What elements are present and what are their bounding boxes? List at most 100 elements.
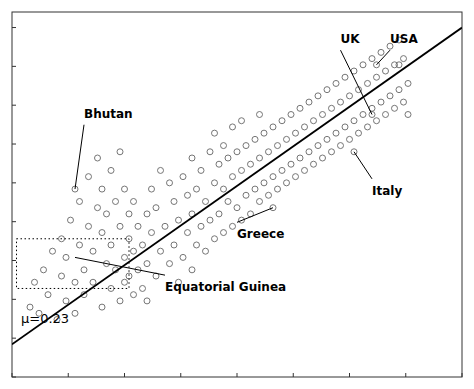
scatter-point <box>302 167 308 173</box>
scatter-point <box>230 223 236 229</box>
scatter-point <box>63 298 69 304</box>
scatter-point <box>113 198 119 204</box>
annotation-label: Greece <box>237 227 284 241</box>
scatter-point <box>234 205 240 211</box>
scatter-point <box>77 198 83 204</box>
scatter-point <box>59 273 65 279</box>
annotation-label: UK <box>341 32 361 46</box>
scatter-point <box>338 99 344 105</box>
scatter-point <box>194 186 200 192</box>
x-tick <box>293 373 294 377</box>
scatter-point <box>315 93 321 99</box>
scatter-point <box>230 174 236 180</box>
scatter-point <box>171 198 177 204</box>
scatter-point <box>360 112 366 118</box>
annotation-connector <box>377 50 391 65</box>
scatter-point <box>212 180 218 186</box>
scatter-point <box>248 161 254 167</box>
scatter-point <box>86 223 92 229</box>
y-tick <box>12 27 16 28</box>
scatter-point <box>95 205 101 211</box>
scatter-point <box>360 62 366 68</box>
scatter-point <box>225 198 231 204</box>
scatter-point <box>342 124 348 130</box>
scatter-point <box>405 80 411 86</box>
scatter-point <box>297 105 303 111</box>
scatter-point <box>288 112 294 118</box>
scatter-point <box>279 167 285 173</box>
scatter-point <box>329 149 335 155</box>
scatter-point <box>122 279 128 285</box>
scatter-point <box>176 217 182 223</box>
scatter-point <box>162 223 168 229</box>
scatter-point <box>99 230 105 236</box>
scatter-point <box>261 180 267 186</box>
scatter-point <box>189 267 195 273</box>
scatter-point <box>158 167 164 173</box>
scatter-point <box>221 186 227 192</box>
scatter-point <box>396 62 402 68</box>
scatter-point <box>185 230 191 236</box>
scatter-point <box>284 180 290 186</box>
scatter-point <box>131 198 137 204</box>
scatter-point <box>189 155 195 161</box>
scatter-point <box>333 130 339 136</box>
scatter-point <box>32 279 38 285</box>
scatter-point <box>293 174 299 180</box>
scatter-point <box>122 254 128 260</box>
scatter-point <box>306 99 312 105</box>
scatter-point <box>117 149 123 155</box>
scatter-point <box>63 254 69 260</box>
scatter-point <box>126 273 132 279</box>
x-tick <box>405 373 406 377</box>
scatter-point <box>198 167 204 173</box>
scatter-point <box>153 205 159 211</box>
scatter-point <box>275 186 281 192</box>
scatter-point <box>365 80 371 86</box>
scatter-point <box>144 211 150 217</box>
scatter-point <box>171 242 177 248</box>
scatter-point <box>329 105 335 111</box>
scatter-point <box>180 174 186 180</box>
y-tick <box>12 221 16 222</box>
scatter-point <box>315 143 321 149</box>
scatter-point <box>347 93 353 99</box>
scatter-point <box>194 242 200 248</box>
y-tick <box>12 299 16 300</box>
scatter-point <box>230 124 236 130</box>
scatter-point <box>266 192 272 198</box>
scatter-point <box>140 285 146 291</box>
scatter-point <box>266 149 272 155</box>
scatter-point <box>108 167 114 173</box>
scatter-point <box>167 261 173 267</box>
scatter-point <box>387 93 393 99</box>
scatter-point <box>306 149 312 155</box>
y-tick <box>12 338 16 339</box>
annotation-connector <box>75 125 84 189</box>
scatter-point <box>41 267 47 273</box>
x-tick <box>180 373 181 377</box>
scatter-point <box>297 155 303 161</box>
x-tick <box>237 373 238 377</box>
y-tick <box>12 182 16 183</box>
x-tick <box>68 373 69 377</box>
scatter-point <box>149 230 155 236</box>
ticks <box>12 28 462 377</box>
scatter-point <box>122 186 128 192</box>
scatter-point <box>167 180 173 186</box>
scatter-point <box>392 105 398 111</box>
annotation-label: USA <box>390 32 418 46</box>
scatter-point <box>401 56 407 62</box>
annotation-label: Bhutan <box>84 107 133 121</box>
scatter-point <box>108 242 114 248</box>
scatter-point <box>284 136 290 142</box>
scatter-point <box>243 192 249 198</box>
scatter-point <box>320 112 326 118</box>
scatter-point <box>333 80 339 86</box>
scatter-point <box>369 56 375 62</box>
scatter-point <box>261 130 267 136</box>
scatter-point <box>320 155 326 161</box>
scatter-point <box>207 149 213 155</box>
scatter-point <box>104 211 110 217</box>
region-box <box>17 239 130 289</box>
